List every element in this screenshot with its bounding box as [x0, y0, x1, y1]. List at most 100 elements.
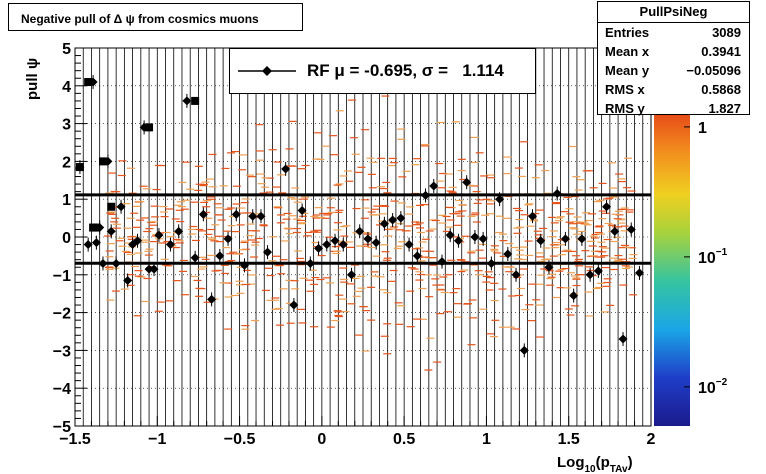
colorbar [654, 104, 690, 426]
profile-point [83, 240, 93, 250]
legend-box: RF μ = -0.695, σ = 1.114 [229, 48, 536, 94]
profile-point [470, 232, 480, 242]
profile-point [305, 258, 315, 268]
profile-point [577, 234, 587, 244]
y-tick-label: 2 [62, 154, 71, 171]
y-axis-label: pull ψ [24, 58, 41, 100]
profile-point [536, 236, 546, 246]
y-tick-label: −5 [53, 419, 71, 436]
profile-point [98, 258, 108, 268]
profile-point [511, 270, 521, 280]
x-tick-label: 2 [647, 431, 656, 448]
profile-point [462, 177, 472, 187]
profile-point [421, 190, 431, 200]
scatter-marks [104, 95, 638, 371]
profile-point [338, 240, 348, 250]
profile-point [182, 96, 192, 106]
square-marker [191, 96, 200, 105]
profile-point [297, 206, 307, 216]
profile-point [486, 258, 496, 268]
profile-point [263, 247, 273, 257]
square-marker [75, 163, 84, 172]
profile-point [404, 240, 414, 250]
square-marker [98, 157, 107, 166]
profile-point [371, 238, 381, 248]
x-tick-label: 1.5 [558, 431, 580, 448]
profile-point [388, 215, 398, 225]
profile-point [91, 238, 101, 248]
x-axis-label-main: Log [557, 454, 585, 471]
profile-point [106, 226, 116, 236]
colorbar-label: 10−2 [698, 377, 728, 397]
y-tick-label: 0 [62, 230, 71, 247]
legend-marker-icon [238, 66, 296, 76]
profile-point [626, 224, 636, 234]
histogram-title: Negative pull of Δ ψ from cosmics muons [21, 12, 259, 26]
x-axis-label-sub: 10 [585, 464, 597, 474]
profile-point [144, 264, 154, 274]
profile-point [453, 236, 463, 246]
y-tick-label: −3 [53, 343, 71, 360]
profile-point [445, 230, 455, 240]
vertical-grid [74, 48, 652, 426]
profile-point [569, 291, 579, 301]
legend-text: RF μ = -0.695, σ = 1.114 [307, 61, 504, 80]
x-tick-label: −0.5 [224, 431, 256, 448]
y-tick-label: 5 [62, 41, 71, 58]
y-axis: 5 4 3 2 1 0 −1 −2 −3 −4 −5 [53, 41, 87, 436]
y-tick-label: −4 [53, 381, 71, 398]
profile-point [634, 268, 644, 278]
x-axis-label-close: ) [628, 454, 633, 471]
profile-point [123, 275, 133, 285]
x-axis-label: Log10(pTAv) [557, 454, 633, 474]
stats-row: Mean x 0.3941 [605, 44, 741, 59]
x-tick-label: 0 [317, 431, 326, 448]
profile-markers [75, 75, 644, 358]
profile-point [544, 262, 554, 272]
profile-point [346, 270, 356, 280]
profile-point [593, 266, 603, 276]
profile-point [396, 213, 406, 223]
x-tick-label: −1.5 [59, 431, 91, 448]
profile-point [412, 251, 422, 261]
profile-point [207, 294, 217, 304]
profile-point [379, 219, 389, 229]
stats-row: Mean y −0.05096 [605, 63, 741, 78]
colorbar-label: 10−1 [698, 247, 728, 267]
profile-point [215, 251, 225, 261]
profile-point [231, 209, 241, 219]
profile-point [289, 300, 299, 310]
y-tick-label: 4 [62, 79, 71, 96]
profile-point [618, 334, 628, 344]
y-tick-label: −2 [53, 306, 71, 323]
profile-point [256, 211, 266, 221]
stats-name: PullPsiNeg [598, 2, 749, 23]
histogram-title-box: Negative pull of Δ ψ from cosmics muons [8, 3, 303, 31]
profile-point [116, 202, 126, 212]
profile-point [165, 240, 175, 250]
profile-point [355, 226, 365, 236]
profile-point [111, 258, 121, 268]
x-tick-label: −1 [148, 431, 166, 448]
profile-point [314, 243, 324, 253]
profile-point [240, 260, 250, 270]
profile-point [528, 211, 538, 221]
profile-point [154, 230, 164, 240]
colorbar-label: 1 [698, 120, 707, 137]
x-axis-label-arg-sub: TAv [610, 464, 628, 474]
y-tick-label: 1 [62, 192, 71, 209]
profile-point [330, 236, 340, 246]
profile-point [503, 249, 513, 259]
stats-row: Entries 3089 [605, 25, 741, 40]
profile-point [248, 211, 258, 221]
profile-point [495, 194, 505, 204]
colorbar-labels: 1 10−1 10−2 [684, 120, 728, 397]
x-tick-label: 0.5 [393, 431, 415, 448]
profile-point [429, 181, 439, 191]
y-tick-label: −1 [53, 268, 71, 285]
profile-point [281, 164, 291, 174]
y-tick-label: 3 [62, 117, 71, 134]
stats-row: RMS y 1.827 [605, 101, 741, 116]
profile-point [585, 270, 595, 280]
